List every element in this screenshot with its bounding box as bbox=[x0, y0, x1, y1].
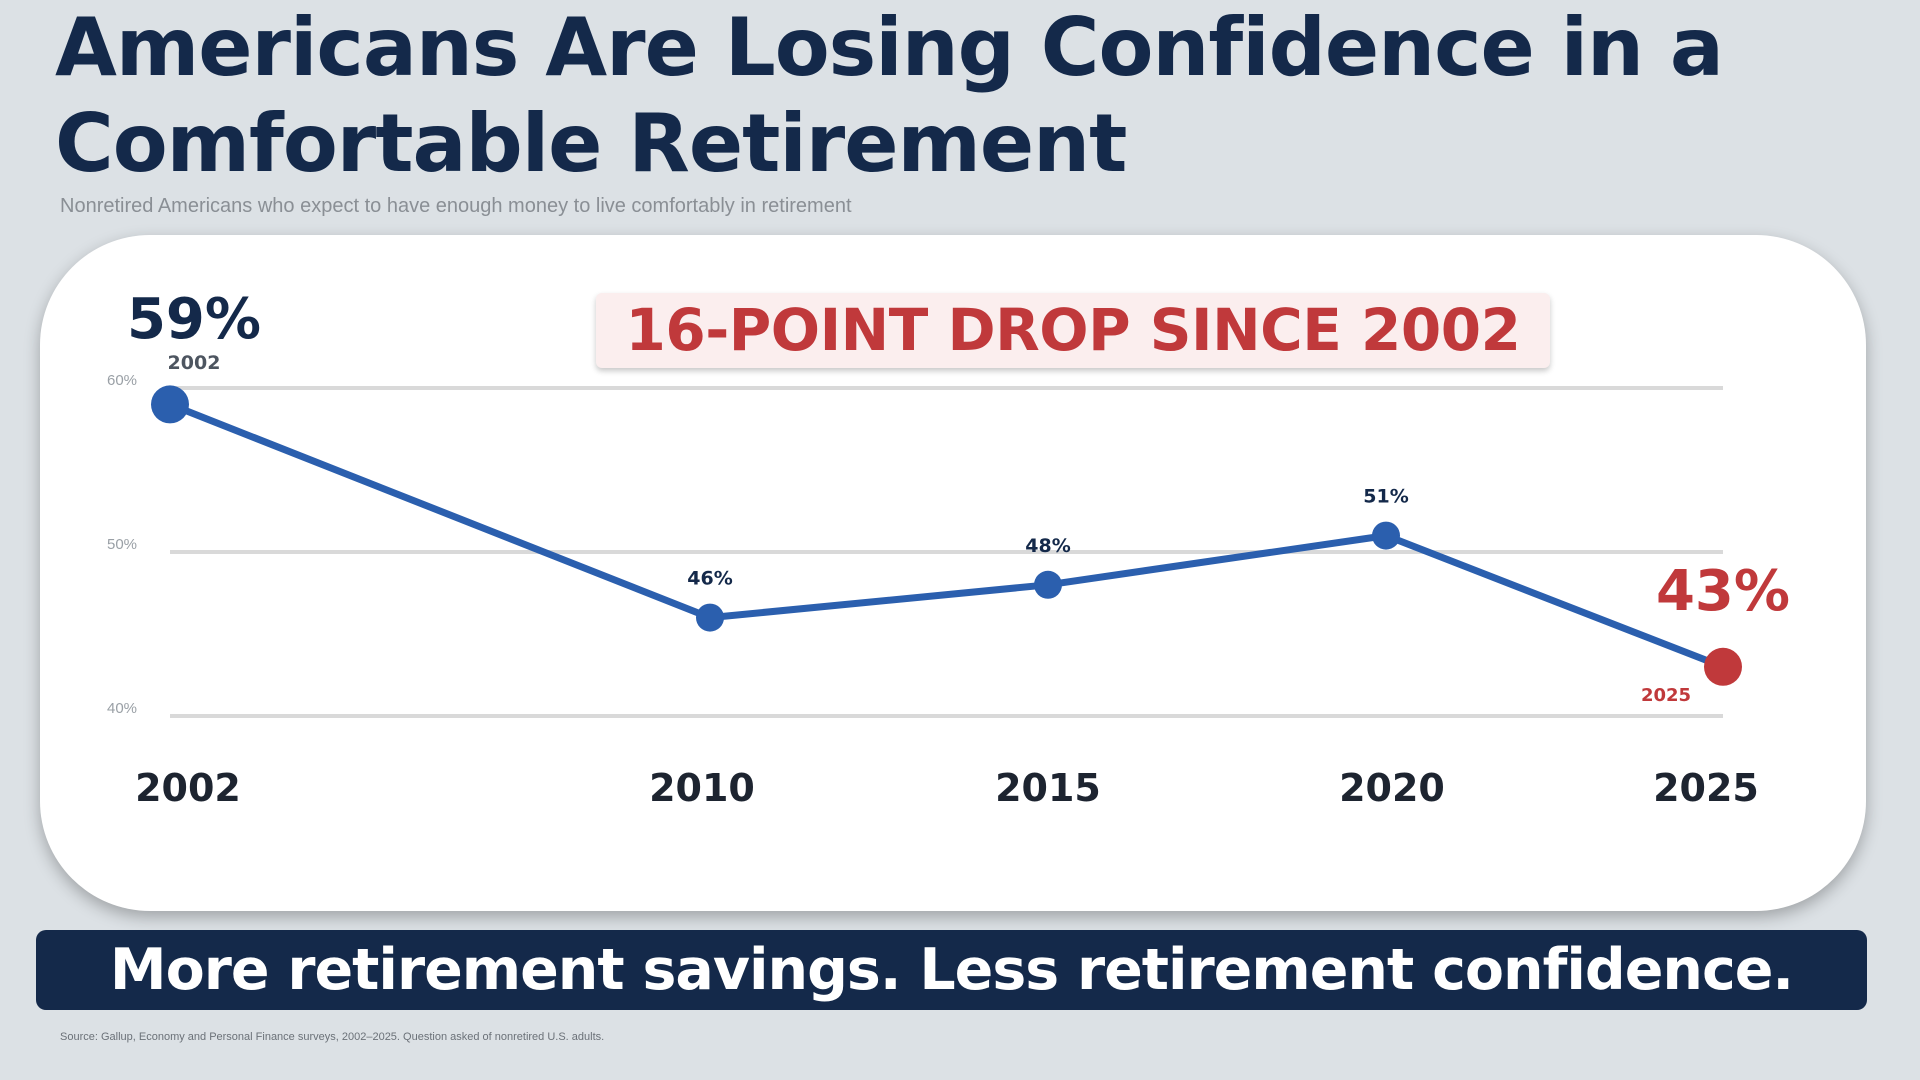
data-point bbox=[151, 385, 189, 424]
y-tick-label: 50% bbox=[107, 536, 137, 553]
data-label: 48% bbox=[1025, 535, 1070, 557]
data-point-highlight bbox=[1704, 647, 1742, 686]
end-value-label: 43% bbox=[1656, 559, 1790, 624]
start-value-label: 59% bbox=[127, 287, 261, 352]
x-tick-label: 2002 bbox=[135, 766, 241, 810]
data-label: 46% bbox=[687, 568, 732, 590]
x-tick-label: 2015 bbox=[995, 766, 1101, 810]
x-tick-label: 2020 bbox=[1339, 766, 1445, 810]
data-point bbox=[1034, 570, 1062, 599]
end-year-label: 2025 bbox=[1641, 685, 1691, 706]
data-label: 51% bbox=[1363, 486, 1408, 508]
x-tick-label: 2025 bbox=[1653, 766, 1759, 810]
source-note: Source: Gallup, Economy and Personal Fin… bbox=[60, 1031, 605, 1043]
page-title: Americans Are Losing Confidence in a Com… bbox=[55, 0, 1755, 192]
title-line-2: Comfortable Retirement bbox=[55, 97, 1127, 190]
series-line bbox=[166, 400, 1727, 671]
start-year-label: 2002 bbox=[168, 352, 221, 374]
drop-callout: 16-POINT DROP SINCE 2002 bbox=[596, 293, 1550, 368]
y-tick-label: 40% bbox=[107, 700, 137, 717]
data-point bbox=[1372, 521, 1400, 550]
data-point bbox=[696, 603, 724, 632]
title-line-1: Americans Are Losing Confidence in a bbox=[55, 1, 1724, 94]
page-subtitle: Nonretired Americans who expect to have … bbox=[60, 195, 852, 217]
y-tick-label: 60% bbox=[107, 372, 137, 389]
x-tick-label: 2010 bbox=[649, 766, 755, 810]
conclusion-banner: More retirement savings. Less retirement… bbox=[36, 930, 1867, 1010]
